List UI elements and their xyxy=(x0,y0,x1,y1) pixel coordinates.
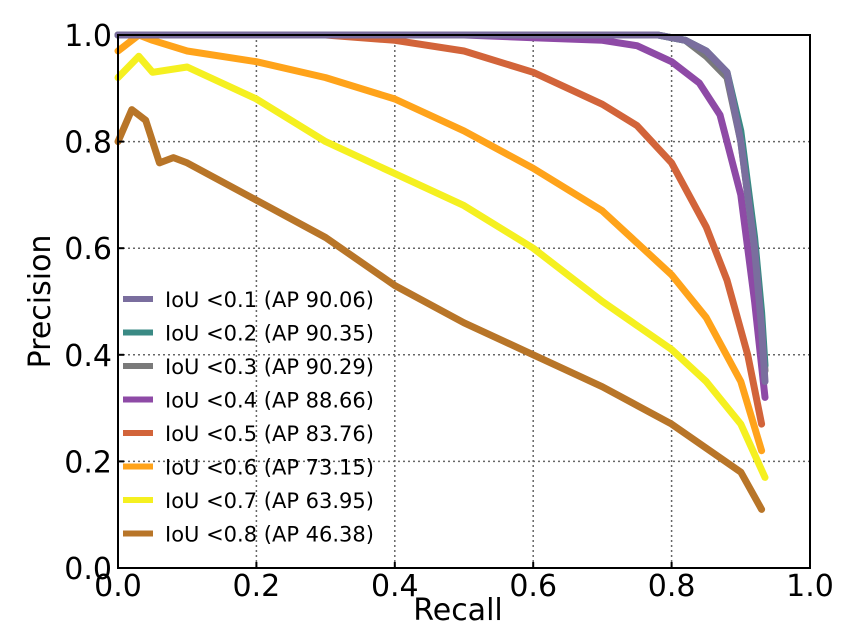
x-tick-label-4: 0.8 xyxy=(648,569,696,604)
y-tick-label-4: 0.8 xyxy=(64,126,112,161)
series-line-8 xyxy=(114,106,766,513)
y-tick-label-3: 0.6 xyxy=(64,232,112,267)
legend-label-3: IoU <0.3 (AP 90.29) xyxy=(165,355,374,379)
legend-label-7: IoU <0.7 (AP 63.95) xyxy=(165,489,374,513)
x-tick-label-1: 0.2 xyxy=(233,569,281,604)
x-tick-label-2: 0.4 xyxy=(371,569,419,604)
y-tick-label-2: 0.4 xyxy=(64,339,112,374)
series-line-7 xyxy=(114,52,769,481)
legend-label-2: IoU <0.2 (AP 90.35) xyxy=(165,322,374,346)
series-line-2 xyxy=(114,31,769,369)
series-line-6 xyxy=(114,31,766,455)
legend-label-5: IoU <0.5 (AP 83.76) xyxy=(165,422,374,446)
series-line-3 xyxy=(114,31,769,375)
plot-frame xyxy=(117,34,811,569)
x-tick-label-0: 0.0 xyxy=(94,569,142,604)
y-tick-label-5: 1.0 xyxy=(64,19,112,54)
legend-label-8: IoU <0.8 (AP 46.38) xyxy=(165,523,374,547)
legend-label-4: IoU <0.4 (AP 88.66) xyxy=(165,389,374,413)
tick-layer: 0.0 0.2 0.4 0.6 0.8 1.0 0.0 0.2 0.4 0.6 0.8 1.0 xyxy=(64,19,834,604)
x-tick-label-5: 1.0 xyxy=(786,569,834,604)
y-axis-label: Precision xyxy=(23,235,58,369)
x-tick-label-3: 0.6 xyxy=(509,569,557,604)
legend: IoU <0.1 (AP 90.06) IoU <0.2 (AP 90.35) Io… xyxy=(123,288,374,547)
legend-label-1: IoU <0.1 (AP 90.06) xyxy=(165,288,374,312)
y-tick-label-0: 0.0 xyxy=(64,552,112,587)
x-axis-label: Recall xyxy=(413,593,503,628)
y-tick-label-1: 0.2 xyxy=(64,445,112,480)
legend-label-6: IoU <0.6 (AP 73.15) xyxy=(165,456,374,480)
